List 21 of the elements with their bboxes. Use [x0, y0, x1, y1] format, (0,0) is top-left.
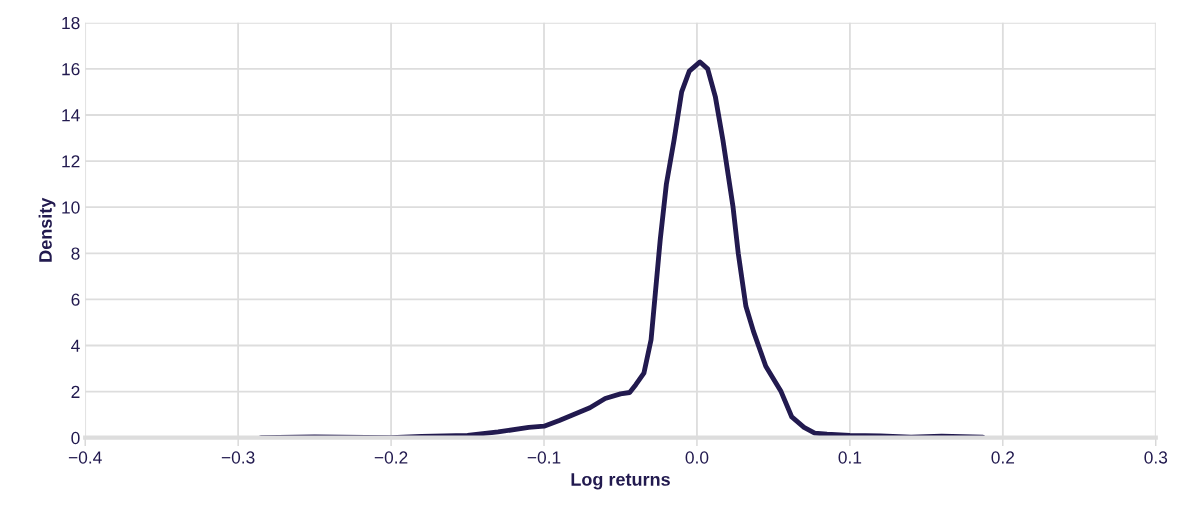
y-tick-label: 10 — [62, 201, 80, 214]
y-tick-label: 14 — [62, 109, 80, 122]
x-tick-label: 0.3 — [1144, 451, 1168, 464]
x-tick-label: −0.2 — [374, 451, 408, 464]
x-tick-label: 0.2 — [991, 451, 1015, 464]
y-tick-label: 2 — [71, 385, 80, 398]
y-axis-title: Density — [38, 197, 56, 262]
y-tick-label: 16 — [62, 63, 80, 76]
y-tick-label: 0 — [71, 431, 80, 445]
x-tick-label: −0.1 — [527, 451, 561, 464]
y-tick-label: 6 — [71, 293, 80, 306]
y-tick-label: 12 — [62, 155, 80, 168]
x-tick-label: −0.3 — [221, 451, 255, 464]
x-tick-label: −0.4 — [68, 451, 102, 464]
y-tick-label: 8 — [71, 247, 80, 260]
y-tick-label: 18 — [62, 16, 80, 30]
x-axis-title: Log returns — [571, 473, 670, 490]
x-tick-label: 0.0 — [685, 451, 709, 464]
line-series — [258, 59, 986, 438]
x-tick-label: 0.1 — [838, 451, 862, 464]
y-tick-label: 4 — [71, 339, 80, 352]
